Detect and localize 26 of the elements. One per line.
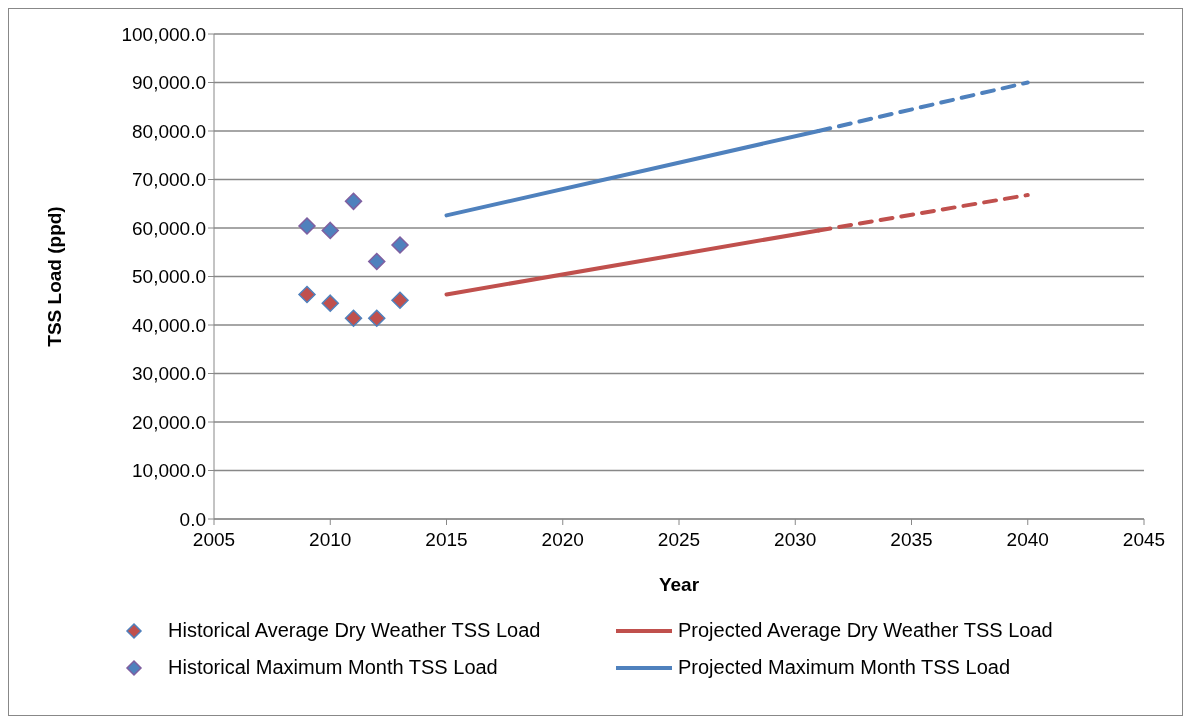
x-tick-label: 2005 <box>192 529 236 551</box>
y-tick-label: 100,000.0 <box>121 23 206 45</box>
x-tick-label: 2010 <box>309 529 352 551</box>
x-tick-label: 2015 <box>425 529 468 551</box>
y-tick-label: 60,000.0 <box>132 217 206 239</box>
legend-label: Projected Maximum Month TSS Load <box>678 656 1011 679</box>
legend-label: Historical Maximum Month TSS Load <box>168 656 498 679</box>
y-tick-label: 40,000.0 <box>132 314 206 336</box>
y-axis-title: TSS Load (ppd) <box>43 206 65 347</box>
legend-label: Projected Average Dry Weather TSS Load <box>678 619 1053 642</box>
y-tick-label: 80,000.0 <box>132 120 206 142</box>
y-tick-label: 70,000.0 <box>132 169 206 191</box>
legend-label: Historical Average Dry Weather TSS Load <box>168 619 541 642</box>
x-tick-label: 2045 <box>1122 529 1166 551</box>
y-tick-label: 30,000.0 <box>132 363 206 385</box>
x-axis-title: Year <box>658 574 700 595</box>
x-tick-label: 2035 <box>890 529 933 551</box>
y-tick-label: 50,000.0 <box>132 266 206 288</box>
y-tick-label: 90,000.0 <box>132 72 206 94</box>
x-tick-label: 2030 <box>774 529 817 551</box>
x-tick-label: 2025 <box>657 529 701 551</box>
x-tick-label: 2040 <box>1006 529 1049 551</box>
x-tick-label: 2020 <box>541 529 584 551</box>
y-tick-label: 20,000.0 <box>132 411 206 433</box>
y-tick-label: 0.0 <box>179 508 206 530</box>
y-tick-label: 10,000.0 <box>132 460 206 482</box>
